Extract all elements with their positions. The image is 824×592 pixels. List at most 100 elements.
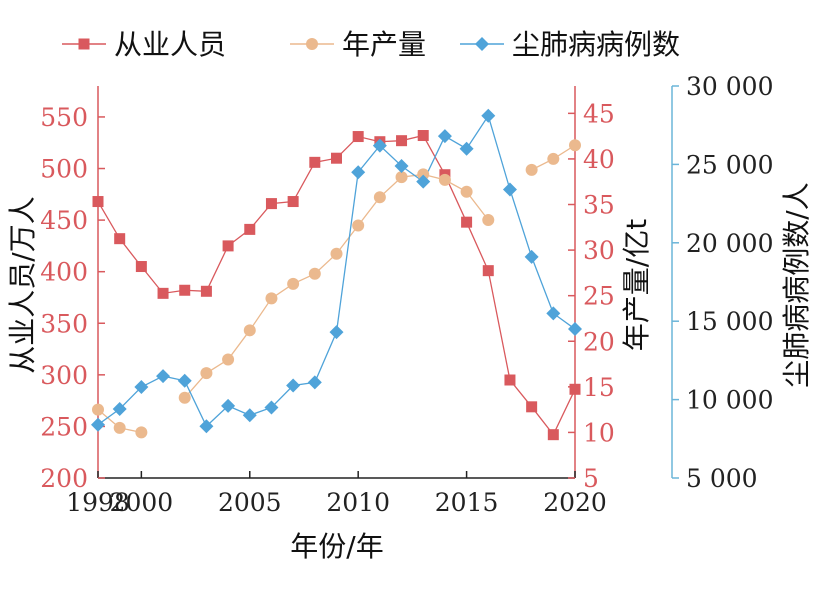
legend-marker-cases bbox=[475, 37, 489, 51]
data-point-production bbox=[200, 367, 213, 380]
data-point-workers bbox=[200, 285, 212, 297]
data-point-cases bbox=[221, 398, 236, 413]
right-2-tick-label: 10 000 bbox=[686, 386, 773, 415]
data-point-cases bbox=[546, 306, 561, 321]
data-point-workers bbox=[265, 198, 277, 210]
data-point-production bbox=[547, 152, 560, 165]
right-axis-2-title: 尘肺病病例数/人 bbox=[780, 182, 813, 387]
data-point-workers bbox=[526, 401, 538, 413]
data-point-workers bbox=[396, 135, 408, 147]
data-point-cases bbox=[329, 325, 344, 340]
x-axis-title: 年份/年 bbox=[290, 530, 383, 563]
data-point-cases bbox=[568, 322, 582, 337]
data-point-production bbox=[569, 139, 581, 152]
left-axis-title: 从业人员/万人 bbox=[6, 196, 39, 373]
data-point-workers bbox=[179, 284, 191, 296]
data-point-production bbox=[92, 403, 104, 416]
right-axis-1-title: 年产量/亿t bbox=[620, 219, 653, 351]
right-2-tick-label: 15 000 bbox=[686, 307, 773, 336]
data-point-cases bbox=[437, 129, 452, 144]
data-point-workers bbox=[461, 216, 473, 228]
data-point-production bbox=[178, 391, 191, 404]
data-point-production bbox=[460, 185, 473, 198]
x-tick-label: 2020 bbox=[543, 488, 607, 517]
data-point-cases bbox=[286, 378, 301, 393]
data-point-production bbox=[395, 171, 408, 184]
data-point-cases bbox=[481, 108, 496, 123]
right-1-tick-label: 45 bbox=[583, 99, 615, 128]
right-1-tick-label: 10 bbox=[583, 418, 615, 447]
left-tick-label: 400 bbox=[40, 258, 88, 287]
data-point-production bbox=[113, 421, 126, 434]
data-point-production bbox=[352, 219, 365, 232]
left-tick-label: 300 bbox=[40, 361, 88, 390]
data-point-cases bbox=[416, 174, 431, 189]
data-point-workers bbox=[417, 130, 429, 142]
data-point-workers bbox=[331, 152, 342, 164]
data-point-cases bbox=[177, 373, 192, 388]
data-point-workers bbox=[569, 383, 581, 395]
data-point-cases bbox=[524, 249, 539, 264]
data-point-workers bbox=[482, 265, 494, 277]
data-point-workers bbox=[287, 196, 299, 208]
data-point-production bbox=[525, 163, 538, 176]
right-2-tick-label: 20 000 bbox=[686, 229, 773, 258]
data-point-cases bbox=[199, 419, 214, 434]
data-point-production bbox=[135, 426, 148, 439]
x-tick-label: 2005 bbox=[218, 488, 282, 517]
left-tick-label: 350 bbox=[40, 309, 88, 338]
right-2-tick-label: 25 000 bbox=[686, 150, 773, 179]
legend-marker-production bbox=[306, 38, 318, 50]
data-point-production bbox=[373, 191, 386, 204]
data-point-cases bbox=[156, 369, 171, 384]
data-point-workers bbox=[504, 374, 516, 386]
data-point-cases bbox=[502, 182, 517, 197]
left-tick-label: 250 bbox=[40, 412, 88, 441]
right-1-tick-label: 40 bbox=[583, 145, 615, 174]
right-1-tick-label: 15 bbox=[583, 373, 615, 402]
data-point-workers bbox=[135, 261, 147, 273]
series-markers-layer bbox=[91, 108, 582, 441]
data-point-cases bbox=[459, 141, 474, 156]
data-point-cases bbox=[351, 165, 366, 180]
data-point-cases bbox=[394, 158, 409, 173]
left-tick-label: 550 bbox=[40, 103, 88, 132]
data-point-workers bbox=[222, 240, 234, 252]
data-point-cases bbox=[242, 408, 257, 423]
data-point-production bbox=[417, 168, 430, 181]
right-2-tick-label: 5 000 bbox=[686, 464, 758, 493]
data-point-workers bbox=[92, 196, 104, 208]
legend-label-production: 年产量 bbox=[342, 28, 426, 61]
left-tick-label: 500 bbox=[40, 155, 88, 184]
data-point-production bbox=[308, 267, 321, 280]
data-point-cases bbox=[91, 417, 105, 432]
data-point-cases bbox=[307, 375, 322, 390]
legend-marker-workers bbox=[78, 38, 90, 50]
legend: 从业人员 年产量 尘肺病病例数 bbox=[62, 28, 680, 61]
data-point-production bbox=[438, 173, 451, 186]
legend-label-workers: 从业人员 bbox=[114, 28, 226, 61]
x-tick-label: 2010 bbox=[326, 488, 390, 517]
data-point-workers bbox=[244, 223, 256, 235]
data-point-workers bbox=[309, 156, 321, 168]
data-point-cases bbox=[264, 400, 279, 415]
data-point-production bbox=[222, 353, 235, 366]
right-1-tick-label: 25 bbox=[583, 282, 615, 311]
data-point-workers bbox=[547, 429, 559, 441]
data-point-cases bbox=[134, 380, 149, 395]
x-tick-label: 2015 bbox=[435, 488, 499, 517]
left-tick-label: 450 bbox=[40, 206, 88, 235]
data-point-production bbox=[482, 214, 495, 227]
data-point-cases bbox=[372, 138, 387, 153]
data-point-workers bbox=[157, 287, 169, 299]
x-tick-label: 1998 bbox=[66, 488, 130, 517]
data-point-production bbox=[265, 292, 278, 305]
x-tick-label: 2000 bbox=[110, 488, 174, 517]
left-tick-label: 200 bbox=[40, 464, 88, 493]
data-point-production bbox=[287, 277, 300, 290]
legend-label-cases: 尘肺病病例数 bbox=[512, 28, 680, 61]
series-line-workers bbox=[97, 134, 576, 436]
data-point-production bbox=[330, 247, 343, 260]
